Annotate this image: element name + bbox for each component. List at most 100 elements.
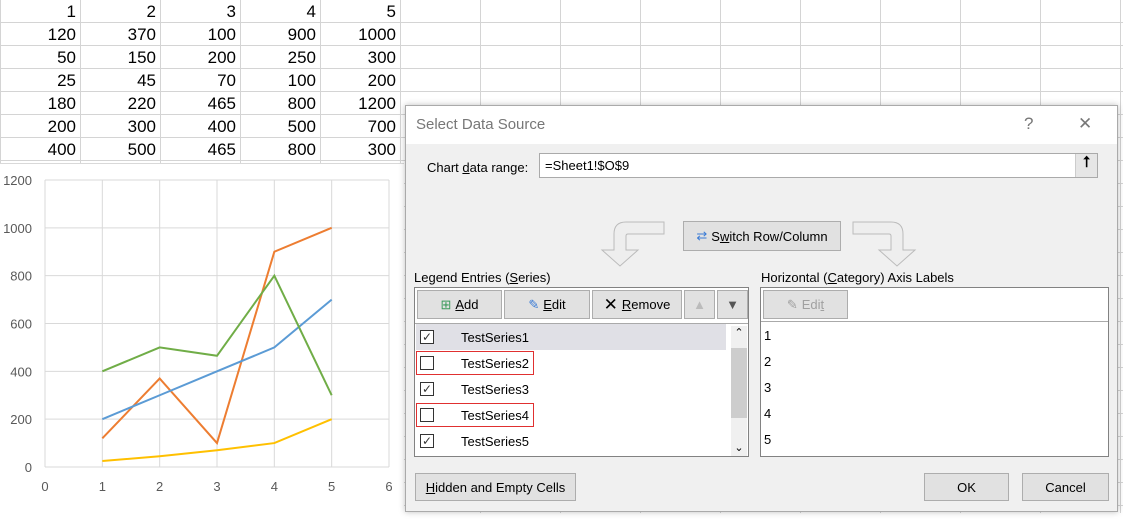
highlight-box: [416, 403, 534, 427]
x-tick-label: 3: [213, 479, 220, 494]
cell[interactable]: 300: [367, 48, 396, 67]
cell[interactable]: 300: [127, 117, 156, 136]
series-line: [101, 226, 333, 446]
edit-series-button[interactable]: ✎ Edit: [504, 290, 590, 319]
cell[interactable]: 45: [137, 71, 156, 90]
cell[interactable]: 465: [207, 94, 236, 113]
cell[interactable]: 180: [47, 94, 76, 113]
cell[interactable]: 3: [226, 2, 236, 21]
axis-label-item[interactable]: 4: [764, 406, 772, 421]
series-item[interactable]: ✓ TestSeries3: [416, 376, 726, 402]
cell[interactable]: 200: [367, 71, 396, 90]
cell[interactable]: 50: [57, 48, 76, 67]
series-list: ✓ TestSeries1 TestSeries2 ✓ TestSeries3 TestS…: [415, 323, 748, 456]
cell[interactable]: 2: [146, 2, 156, 21]
dialog-titlebar: Select Data Source ? ✕: [406, 106, 1117, 144]
edit-icon: ✎: [528, 296, 540, 312]
cell[interactable]: 800: [287, 94, 316, 113]
cell[interactable]: 200: [47, 117, 76, 136]
axis-labels-list: 1 2 3 4 5: [761, 321, 1108, 456]
cell[interactable]: 400: [207, 117, 236, 136]
hidden-empty-cells-button[interactable]: Hidden and Empty Cells: [415, 473, 576, 501]
series-line: [102, 418, 333, 463]
axis-label-item[interactable]: 1: [764, 328, 772, 343]
axis-labels-label: Horizontal (Category) Axis Labels: [761, 270, 954, 285]
cell[interactable]: 250: [287, 48, 316, 67]
chart-data-range-input[interactable]: =Sheet1!$O$9 ⭡: [539, 153, 1098, 178]
cell[interactable]: 800: [287, 140, 316, 159]
move-down-button[interactable]: ▼: [717, 290, 748, 319]
cell[interactable]: 700: [367, 117, 396, 136]
scroll-down-icon[interactable]: ⌄: [734, 442, 744, 454]
cell[interactable]: 70: [217, 71, 236, 90]
axis-label-item[interactable]: 2: [764, 354, 772, 369]
cell[interactable]: 500: [127, 140, 156, 159]
x-tick-label: 0: [41, 479, 48, 494]
cell[interactable]: 4: [306, 2, 316, 21]
x-tick-label: 5: [328, 479, 335, 494]
scrollbar-thumb[interactable]: [731, 348, 747, 418]
cell[interactable]: 5: [386, 2, 396, 21]
series-item[interactable]: ✓ TestSeries5: [416, 428, 726, 454]
series-name: TestSeries5: [461, 433, 529, 449]
cell[interactable]: 300: [367, 140, 396, 159]
cell[interactable]: 25: [57, 71, 76, 90]
chart-data-range-label: Chart data range:: [427, 160, 529, 175]
select-data-source-dialog: Select Data Source ? ✕ Chart data range:…: [405, 105, 1118, 512]
add-series-button[interactable]: ⊞ Add: [417, 290, 502, 319]
y-tick-label: 1000: [3, 221, 32, 236]
cancel-button[interactable]: Cancel: [1022, 473, 1109, 501]
cell[interactable]: 465: [207, 140, 236, 159]
cell[interactable]: 120: [47, 25, 76, 44]
cell[interactable]: 900: [287, 25, 316, 44]
series-checkbox[interactable]: ✓: [420, 434, 434, 448]
series-name: TestSeries3: [461, 381, 529, 397]
series-item[interactable]: TestSeries4: [416, 402, 726, 428]
y-tick-label: 400: [10, 364, 32, 379]
add-icon: ⊞: [440, 296, 452, 312]
y-tick-label: 800: [10, 269, 32, 284]
y-tick-label: 1200: [3, 173, 32, 188]
x-tick-label: 6: [385, 479, 392, 494]
close-button[interactable]: ✕: [1078, 114, 1093, 133]
scroll-up-icon[interactable]: ⌃: [734, 327, 744, 339]
cell[interactable]: 150: [127, 48, 156, 67]
edit-axis-labels-button[interactable]: ✎ Edit: [763, 290, 848, 319]
collapse-range-icon[interactable]: ⭡: [1075, 154, 1097, 177]
cell[interactable]: 100: [287, 71, 316, 90]
ok-button[interactable]: OK: [924, 473, 1009, 501]
switch-row-column-button[interactable]: ⇄ Switch Row/Column: [683, 221, 841, 251]
line-chart[interactable]: 0 1 2 3 4 5 6 0 200 400 600 800 1000 1200: [0, 163, 404, 513]
x-tick-label: 4: [271, 479, 278, 494]
axis-label-item[interactable]: 3: [764, 380, 772, 395]
cell[interactable]: 370: [127, 25, 156, 44]
series-checkbox[interactable]: ✓: [420, 382, 434, 396]
series-name: TestSeries1: [461, 329, 529, 345]
y-tick-label: 200: [10, 412, 32, 427]
cell[interactable]: 1: [66, 2, 76, 21]
series-line: [101, 273, 333, 396]
cell[interactable]: 220: [127, 94, 156, 113]
series-checkbox[interactable]: [420, 356, 434, 370]
series-name: TestSeries4: [461, 407, 529, 423]
series-item[interactable]: TestSeries2: [416, 350, 726, 376]
series-checkbox[interactable]: [420, 408, 434, 422]
cell[interactable]: 200: [207, 48, 236, 67]
move-up-button[interactable]: ▲: [684, 290, 715, 319]
remove-icon: ✕: [603, 294, 618, 314]
x-tick-label: 1: [99, 479, 106, 494]
remove-series-button[interactable]: ✕ Remove: [592, 290, 682, 319]
axis-label-item[interactable]: 5: [764, 432, 772, 447]
cell[interactable]: 500: [287, 117, 316, 136]
cell[interactable]: 1000: [358, 25, 396, 44]
series-scrollbar[interactable]: ⌃ ⌄: [731, 326, 747, 456]
series-line: [101, 298, 333, 421]
cell[interactable]: 1200: [358, 94, 396, 113]
series-item[interactable]: ✓ TestSeries1: [416, 324, 726, 350]
help-button[interactable]: ?: [1024, 114, 1034, 133]
edit-icon: ✎: [786, 296, 798, 312]
cell[interactable]: 100: [207, 25, 236, 44]
cell[interactable]: 400: [47, 140, 76, 159]
series-name: TestSeries2: [461, 355, 529, 371]
series-checkbox[interactable]: ✓: [420, 330, 434, 344]
